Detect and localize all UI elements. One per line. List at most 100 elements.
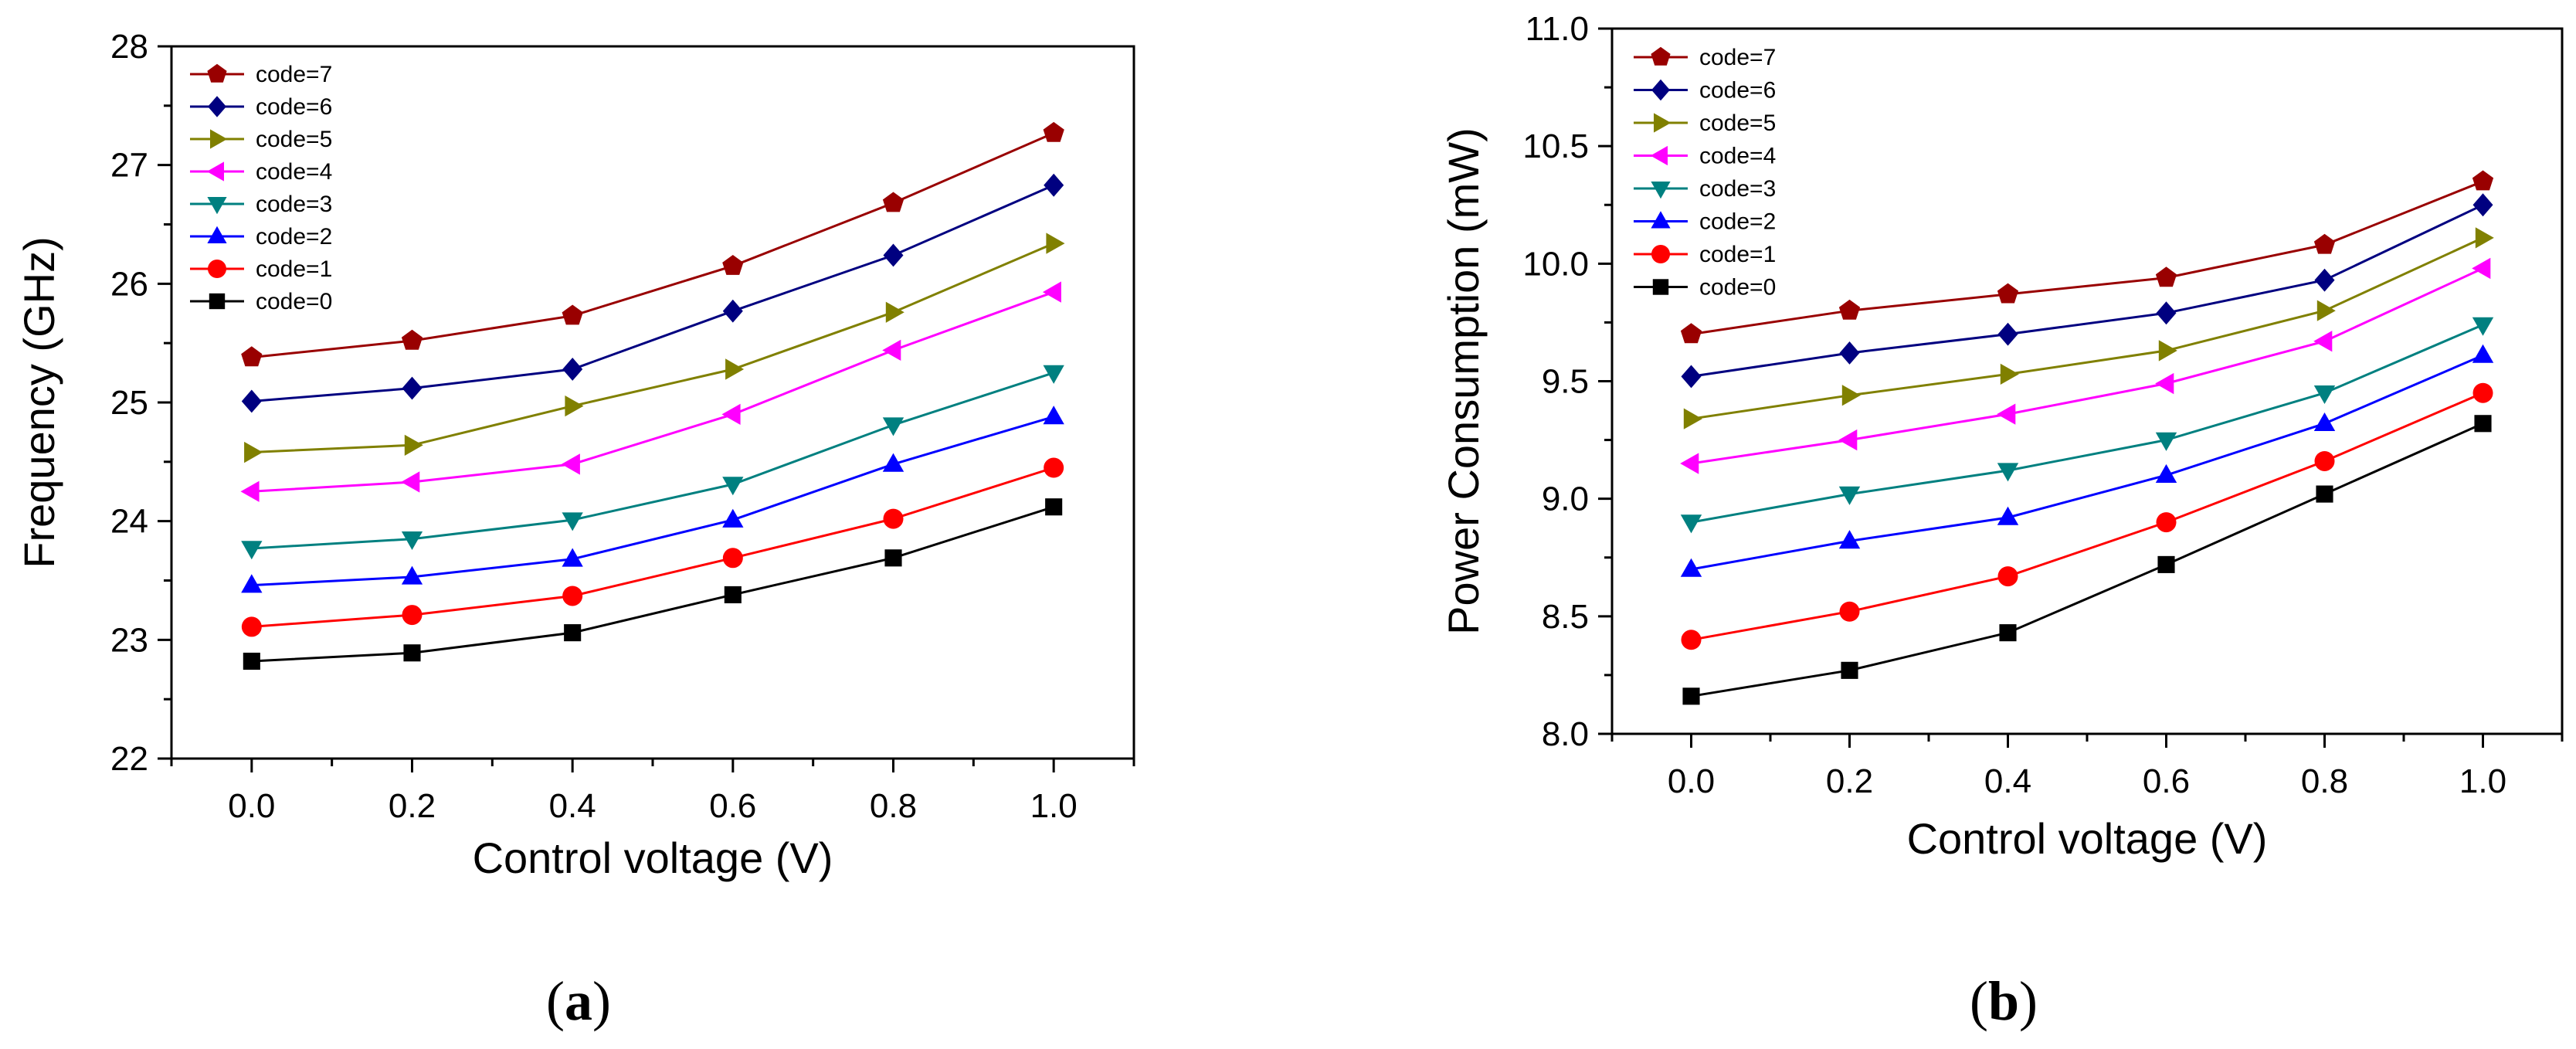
data-point	[2472, 382, 2493, 403]
data-point	[243, 652, 260, 670]
legend-marker	[1651, 46, 1671, 66]
x-tick-label: 0.4	[549, 787, 596, 825]
data-point	[1045, 498, 1063, 516]
legend: code=7 code=6 code=5 code=4 code=3 code=2 code…	[190, 62, 332, 314]
legend-marker	[1651, 211, 1671, 229]
y-tick-label: 8.5	[1542, 598, 1589, 636]
data-point	[2000, 363, 2019, 385]
legend-item: code=0	[1634, 275, 1776, 300]
data-point	[882, 192, 904, 212]
series-code-2	[241, 406, 1064, 593]
series-code-4	[240, 281, 1061, 502]
y-tick-label: 10.5	[1522, 127, 1589, 165]
data-point	[2155, 463, 2177, 483]
legend-marker	[207, 226, 227, 243]
data-point	[2313, 233, 2336, 254]
x-axis: 0.0 0.2 0.4 0.6 0.8 1.0	[1610, 734, 2564, 800]
legend-marker	[1651, 182, 1671, 199]
data-point	[1043, 406, 1064, 425]
y-axis-title: Frequency (GHz)	[15, 236, 63, 568]
data-point	[1838, 530, 1861, 549]
series-code-3	[241, 365, 1064, 560]
x-tick-label: 0.8	[870, 787, 917, 825]
data-point	[562, 586, 583, 606]
series-code-5	[244, 233, 1065, 463]
data-point	[401, 565, 423, 585]
data-point	[1043, 365, 1064, 384]
legend-marker	[1651, 79, 1670, 101]
x-tick-label: 0.0	[1668, 762, 1715, 800]
data-point	[1841, 661, 1858, 679]
series-line	[1691, 422, 2484, 698]
legend-marker	[1650, 145, 1668, 166]
data-point	[722, 548, 743, 569]
y-tick-label: 25	[110, 384, 148, 422]
data-point	[2472, 257, 2491, 280]
data-point	[1997, 566, 2018, 587]
y-tick-label: 11.0	[1526, 10, 1589, 48]
legend-label: code=7	[1699, 45, 1776, 70]
legend-label: code=3	[1699, 176, 1776, 202]
data-point	[2313, 412, 2336, 431]
series-code-2	[1680, 344, 2494, 577]
data-point	[1681, 365, 1702, 389]
legend-marker	[1654, 113, 1672, 133]
legend-item: code=6	[1634, 78, 1776, 104]
data-point	[1838, 486, 1861, 505]
x-axis-title: Control voltage (V)	[473, 833, 833, 882]
legend-item: code=3	[1634, 176, 1776, 202]
series-line	[251, 415, 1054, 587]
legend-marker	[207, 63, 227, 83]
data-point	[241, 346, 263, 367]
data-point	[562, 304, 583, 325]
y-tick-label: 24	[110, 503, 148, 541]
legend-item: code=7	[190, 62, 332, 87]
x-tick-label: 0.2	[1826, 762, 1873, 800]
series-line	[1691, 392, 2484, 641]
legend-label: code=0	[1699, 275, 1776, 300]
series-line	[251, 184, 1054, 402]
y-tick-label: 26	[110, 265, 148, 303]
data-point	[2158, 340, 2177, 362]
series-code-0	[243, 498, 1063, 670]
series-code-7	[241, 121, 1064, 367]
panel-label-a-open: (	[546, 970, 565, 1032]
data-point	[2313, 331, 2333, 352]
legend-label: code=7	[256, 62, 332, 87]
legend-item: code=1	[190, 256, 332, 282]
data-point	[1997, 283, 2019, 304]
data-point	[721, 403, 741, 425]
series-code-5	[1683, 227, 2494, 429]
legend-marker	[1652, 279, 1669, 295]
data-point	[564, 624, 582, 642]
series-line	[1691, 354, 2484, 571]
panel-label-a-close: )	[592, 970, 611, 1032]
data-point	[1838, 429, 1858, 451]
data-point	[401, 531, 423, 550]
data-point	[2472, 317, 2494, 336]
data-point	[1680, 558, 1702, 577]
legend-marker	[208, 96, 226, 117]
series-code-1	[1681, 382, 2493, 650]
data-point	[2156, 301, 2177, 325]
data-point	[1997, 506, 2019, 525]
data-point	[401, 329, 423, 350]
series-line	[251, 242, 1054, 453]
series-line	[1691, 203, 2484, 378]
legend-marker	[209, 293, 226, 310]
legend-marker	[208, 260, 226, 278]
x-tick-label: 0.6	[2143, 762, 2190, 800]
legend-marker	[206, 161, 224, 182]
data-point	[883, 508, 904, 529]
data-point	[722, 299, 743, 323]
legend-label: code=6	[256, 94, 332, 120]
data-point	[241, 389, 262, 413]
data-point	[1683, 408, 1702, 429]
data-point	[883, 243, 904, 267]
x-axis-title: Control voltage (V)	[1907, 814, 2268, 863]
legend-label: code=4	[256, 159, 332, 185]
series-line	[251, 467, 1054, 628]
series-code-6	[241, 173, 1064, 413]
data-point	[241, 616, 262, 637]
data-point	[1046, 233, 1065, 254]
